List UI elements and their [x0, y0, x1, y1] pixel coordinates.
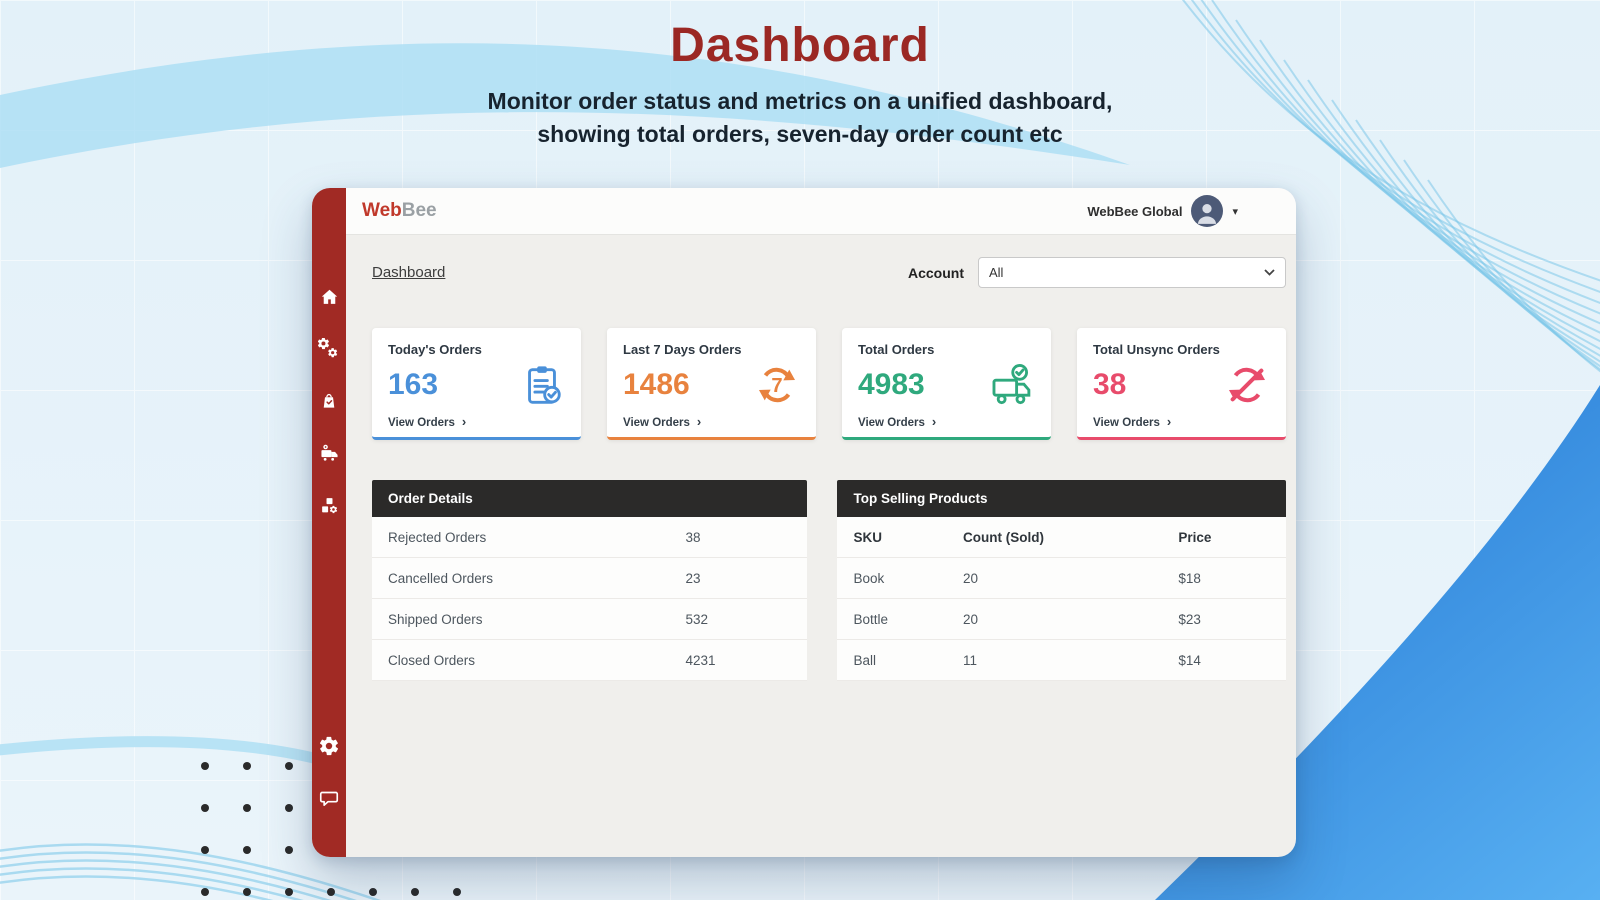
- table-title: Top Selling Products: [837, 480, 1286, 517]
- bottom-waves: [0, 843, 381, 900]
- chat-bubble-icon[interactable]: [318, 787, 340, 809]
- logo-part-bee: Bee: [401, 200, 437, 221]
- card-title: Total Unsync Orders: [1093, 342, 1220, 357]
- caret-down-icon: ▾: [1232, 205, 1238, 218]
- top-swoosh: [0, 43, 1130, 168]
- card-total-unsync-orders: Total Unsync Orders 38 View Or: [1077, 328, 1286, 440]
- account-label: Account: [908, 264, 964, 281]
- card-value: 1486: [623, 368, 690, 401]
- sync-7-icon: 7: [754, 362, 800, 408]
- table-row: Closed Orders 4231: [372, 640, 808, 681]
- chevron-right-icon: ›: [931, 414, 937, 429]
- table-row: Cancelled Orders 23: [372, 558, 808, 599]
- home-icon[interactable]: [318, 286, 340, 308]
- card-last-7-days-orders: Last 7 Days Orders 1486 7 View: [607, 328, 816, 440]
- card-title: Last 7 Days Orders: [623, 342, 742, 357]
- card-title: Total Orders: [858, 342, 935, 357]
- avatar: [1191, 195, 1224, 227]
- card-title: Today's Orders: [388, 342, 482, 357]
- view-orders-link[interactable]: View Orders ›: [388, 414, 467, 429]
- webbee-logo[interactable]: WebBee: [362, 200, 437, 222]
- view-orders-link[interactable]: View Orders ›: [858, 414, 937, 429]
- account-select[interactable]: All: [978, 257, 1286, 288]
- view-orders-link[interactable]: View Orders ›: [1093, 414, 1172, 429]
- app-window: WebBee WebBee Global ▾ Dashboard Account…: [312, 188, 1296, 857]
- card-todays-orders: Today's Orders 163 View Orders: [372, 328, 581, 440]
- view-orders-link[interactable]: View Orders ›: [623, 414, 702, 429]
- mid-swoosh-line: [0, 736, 332, 768]
- metric-cards: Today's Orders 163 View Orders: [372, 328, 1286, 440]
- table-row: Book 20 $18: [837, 558, 1286, 599]
- user-menu[interactable]: WebBee Global ▾: [1087, 195, 1238, 227]
- truck-check-icon: [989, 362, 1035, 408]
- table-row: Bottle 20 $23: [837, 599, 1286, 640]
- user-name: WebBee Global: [1087, 203, 1183, 219]
- corner-swoosh: [1155, 385, 1600, 900]
- account-selected-value: All: [989, 265, 1004, 280]
- page-subtitle-line2: showing total orders, seven-day order co…: [537, 121, 1063, 147]
- card-value: 163: [388, 368, 439, 401]
- main-content: Dashboard Account All Today's Orders 163: [346, 235, 1296, 857]
- sidebar: [312, 188, 346, 857]
- table-row: Rejected Orders 38: [372, 517, 808, 558]
- chevron-right-icon: ›: [1166, 414, 1172, 429]
- table-row: Shipped Orders 532: [372, 599, 808, 640]
- svg-text:7: 7: [771, 375, 782, 397]
- delivery-truck-icon[interactable]: [318, 442, 340, 464]
- hero-section: Dashboard Monitor order status and metri…: [0, 18, 1600, 151]
- order-details-table: Order Details Rejected Orders 38 Cancell…: [372, 480, 808, 681]
- topbar: WebBee WebBee Global ▾: [346, 188, 1296, 235]
- top-selling-products-table: Top Selling Products SKU Count (Sold) Pr…: [837, 480, 1286, 681]
- inventory-boxes-icon[interactable]: [318, 494, 340, 516]
- sync-disabled-icon: [1224, 362, 1270, 408]
- card-value: 4983: [858, 368, 925, 401]
- settings-gear-icon[interactable]: [318, 735, 340, 757]
- chevron-right-icon: ›: [696, 414, 702, 429]
- table-row: Ball 11 $14: [837, 640, 1286, 681]
- card-value: 38: [1093, 368, 1127, 401]
- clipboard-check-icon: [519, 362, 565, 408]
- chevron-down-icon: [1264, 269, 1275, 276]
- card-total-orders: Total Orders 4983: [842, 328, 1051, 440]
- table-title: Order Details: [372, 480, 808, 517]
- chevron-right-icon: ›: [461, 414, 467, 429]
- page-title: Dashboard: [670, 19, 930, 72]
- breadcrumb[interactable]: Dashboard: [372, 264, 446, 281]
- table-header-row: SKU Count (Sold) Price: [837, 517, 1286, 558]
- page-subtitle-line1: Monitor order status and metrics on a un…: [487, 88, 1113, 114]
- logo-part-web: Web: [362, 200, 402, 221]
- gears-sync-icon[interactable]: [318, 338, 340, 360]
- shopping-bag-check-icon[interactable]: [318, 390, 340, 412]
